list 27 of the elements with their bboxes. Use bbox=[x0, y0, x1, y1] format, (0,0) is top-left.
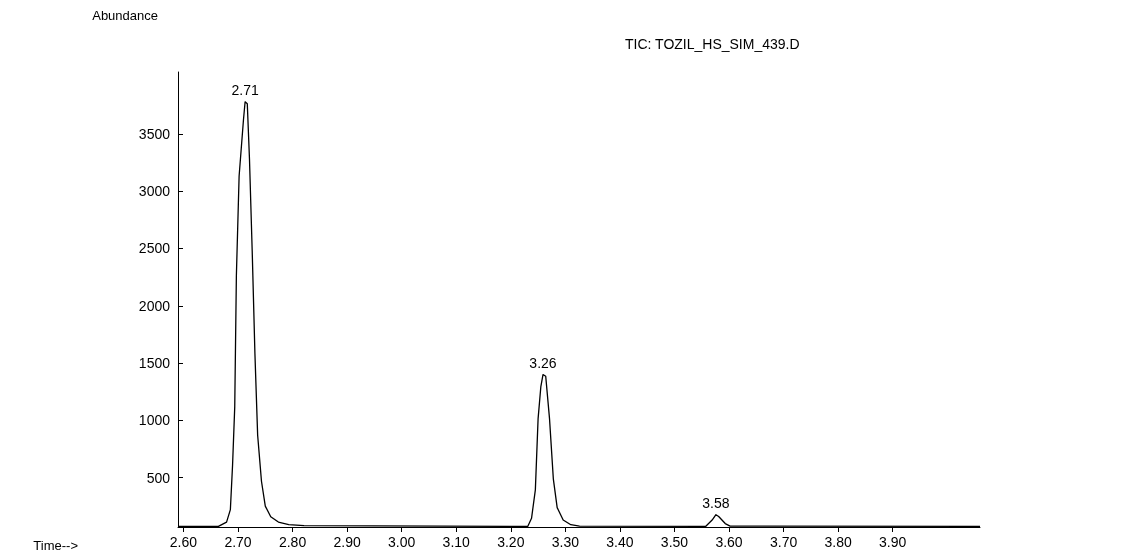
x-tick-label: 3.00 bbox=[388, 534, 416, 550]
x-axis-title: Time--> bbox=[33, 538, 78, 553]
x-tick-label: 3.30 bbox=[551, 534, 580, 550]
x-tick-label: 2.70 bbox=[224, 534, 252, 550]
y-tick-label: 3000 bbox=[138, 183, 171, 200]
y-tick-label: 500 bbox=[146, 469, 171, 486]
chart-title: TIC: TOZIL_HS_SIM_439.D bbox=[625, 36, 800, 52]
y-tick-label: 2500 bbox=[138, 240, 171, 257]
x-tick-label: 2.80 bbox=[278, 534, 307, 550]
annotation: 3.58 bbox=[702, 494, 730, 511]
x-tick-label: 3.70 bbox=[769, 534, 798, 550]
x-tick-label: 3.60 bbox=[715, 534, 743, 550]
x-tick-label: 2.60 bbox=[169, 534, 198, 550]
x-tick-label: 3.50 bbox=[660, 534, 689, 550]
y-axis-title: Abundance bbox=[92, 8, 158, 23]
x-tick-label: 3.40 bbox=[606, 534, 634, 550]
y-tick-label: 1000 bbox=[138, 412, 171, 429]
annotation: 3.26 bbox=[529, 354, 557, 371]
x-tick-label: 2.90 bbox=[333, 534, 361, 550]
x-tick-label: 3.90 bbox=[879, 534, 907, 550]
y-tick-label: 2000 bbox=[138, 297, 171, 314]
y-tick-label: 3500 bbox=[138, 125, 171, 142]
y-tick-label: 1500 bbox=[138, 355, 171, 372]
x-tick-label: 3.10 bbox=[442, 534, 471, 550]
x-tick-label: 3.80 bbox=[824, 534, 852, 550]
x-tick-label: 3.20 bbox=[497, 534, 525, 550]
annotation: 2.71 bbox=[231, 81, 259, 98]
